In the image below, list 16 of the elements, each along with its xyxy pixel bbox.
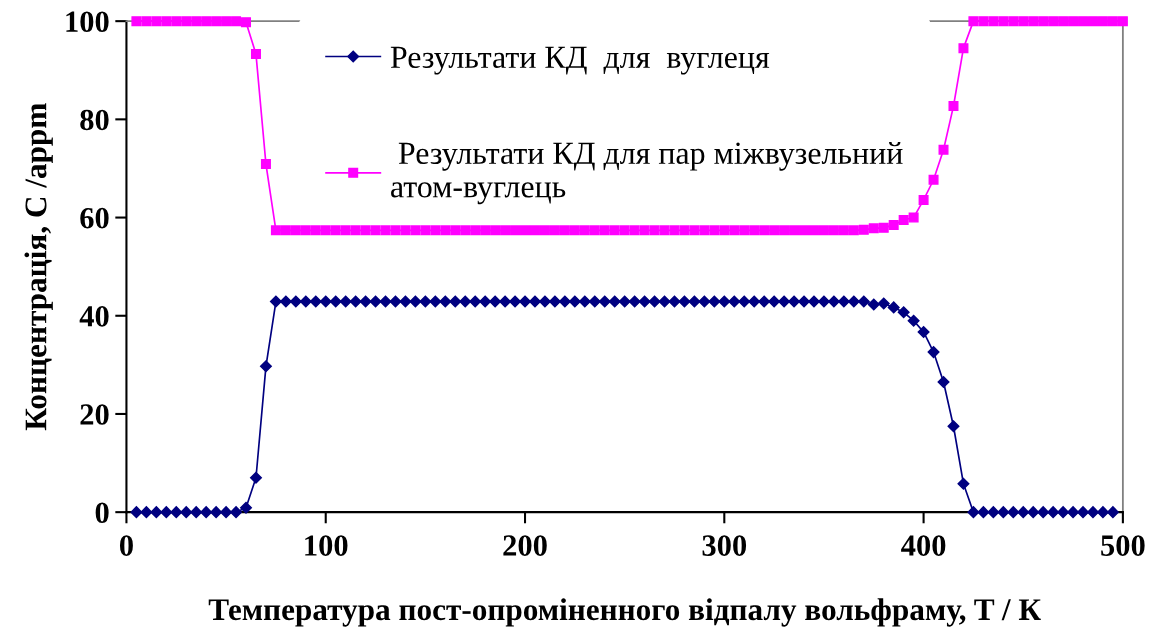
- x-tick-label: 500: [1101, 535, 1145, 556]
- y-tick-label: 0: [95, 502, 109, 524]
- x-tick-label: 200: [503, 535, 547, 556]
- x-axis-title: Температура пост-опроміненного відпалу вольфраму, T / К: [208, 598, 1041, 627]
- x-tick-label: 0: [119, 535, 133, 556]
- x-tick-label: 400: [901, 535, 946, 556]
- y-tick-label: 100: [66, 11, 109, 33]
- y-tick-label: 20: [80, 404, 109, 425]
- y-tick-label: 60: [80, 207, 109, 229]
- legend-label: Результати КД для пар міжвузельний атом-вуглець: [391, 141, 903, 205]
- y-tick-label: 80: [80, 109, 109, 131]
- y-tick-label: 40: [79, 306, 109, 327]
- x-tick-label: 300: [702, 535, 747, 556]
- x-tick-label: 100: [305, 535, 348, 556]
- y-axis-title: Концентрація, C /appm: [24, 103, 53, 431]
- legend-label: Результати КД для вуглеця: [390, 46, 770, 75]
